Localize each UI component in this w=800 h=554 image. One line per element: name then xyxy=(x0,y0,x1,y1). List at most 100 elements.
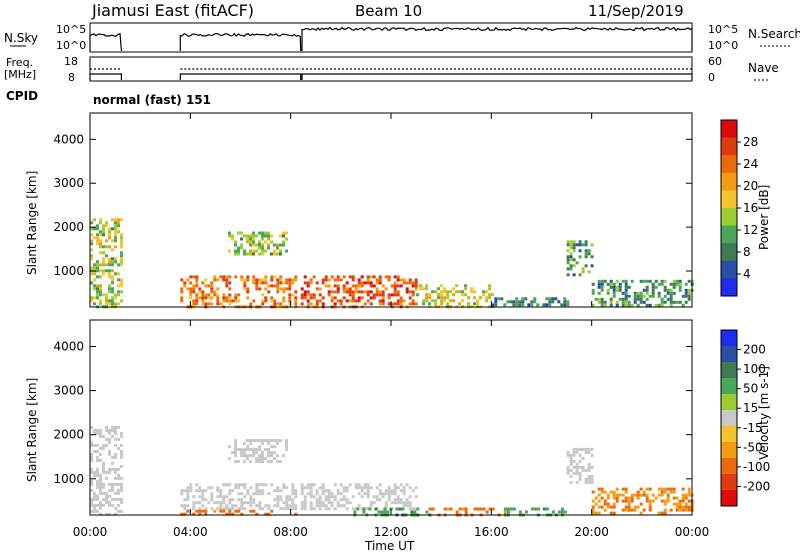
echo-cell xyxy=(354,287,358,291)
echo-cell xyxy=(93,284,96,288)
echo-cell xyxy=(476,302,480,306)
echo-cell xyxy=(395,507,399,511)
echo-cell xyxy=(267,439,270,443)
echo-cell xyxy=(351,290,355,294)
echo-cell xyxy=(234,460,237,464)
echo-cell xyxy=(639,294,643,298)
echo-cell xyxy=(378,281,382,285)
echo-cell xyxy=(114,506,117,510)
echo-cell xyxy=(108,284,111,288)
echo-cell xyxy=(488,507,492,511)
echo-cell xyxy=(578,240,582,244)
echo-cell xyxy=(606,493,610,497)
echo-cell xyxy=(309,504,313,508)
echo-cell xyxy=(402,486,406,490)
echo-cell xyxy=(621,499,625,503)
echo-cell xyxy=(627,496,631,500)
echo-cell xyxy=(186,287,190,291)
echo-cell xyxy=(566,255,570,259)
echo-cell xyxy=(120,281,123,285)
echo-cell xyxy=(99,242,102,246)
echo-cell xyxy=(270,454,273,458)
echo-cell xyxy=(111,275,114,279)
echo-cell xyxy=(405,281,409,285)
echo-cell xyxy=(276,252,279,256)
echo-cell xyxy=(261,252,264,256)
echo-cell xyxy=(306,486,310,490)
echo-cell xyxy=(120,464,123,468)
echo-cell xyxy=(261,237,264,241)
echo-cell xyxy=(93,266,96,270)
echo-cell xyxy=(330,492,334,496)
echo-cell xyxy=(306,299,310,303)
echo-cell xyxy=(309,278,313,282)
echo-cell xyxy=(273,249,276,253)
echo-cell xyxy=(342,284,346,288)
echo-cell xyxy=(419,287,423,291)
echo-cell xyxy=(249,240,252,244)
colorbar-segment xyxy=(721,490,737,507)
echo-cell xyxy=(627,505,631,509)
echo-cell xyxy=(345,498,349,502)
echo-cell xyxy=(117,467,120,471)
echo-cell xyxy=(590,474,594,478)
echo-cell xyxy=(306,290,310,294)
echo-cell xyxy=(90,443,93,447)
y-tick-label: 1000 xyxy=(53,264,84,278)
echo-cell xyxy=(630,496,634,500)
echo-cell xyxy=(228,489,232,493)
echo-cell xyxy=(321,504,325,508)
echo-cell xyxy=(255,512,259,516)
echo-cell xyxy=(657,294,661,298)
echo-cell xyxy=(560,510,564,514)
echo-cell xyxy=(99,482,102,486)
echo-cell xyxy=(393,290,397,294)
echo-cell xyxy=(234,296,238,300)
echo-cell xyxy=(285,281,289,285)
echo-cell xyxy=(102,467,105,471)
echo-cell xyxy=(267,454,270,458)
echo-cell xyxy=(587,447,591,451)
echo-cell xyxy=(458,290,462,294)
echo-cell xyxy=(309,293,313,297)
echo-cell xyxy=(321,486,325,490)
echo-cell xyxy=(572,447,576,451)
cpid-label: CPID xyxy=(6,89,38,103)
echo-cell xyxy=(312,495,316,499)
echo-cell xyxy=(219,492,223,496)
echo-cell xyxy=(276,489,280,493)
echo-cell xyxy=(378,483,382,487)
echo-cell xyxy=(282,234,285,238)
echo-cell xyxy=(630,303,634,307)
echo-cell xyxy=(428,296,432,300)
echo-cell xyxy=(201,281,205,285)
echo-cell xyxy=(360,281,364,285)
echo-cell xyxy=(651,499,655,503)
echo-cell xyxy=(102,464,105,468)
echo-cell xyxy=(672,490,676,494)
echo-cell xyxy=(645,487,649,491)
echo-cell xyxy=(636,291,640,295)
echo-cell xyxy=(485,290,489,294)
echo-cell xyxy=(467,296,471,300)
echo-cell xyxy=(530,300,534,304)
echo-cell xyxy=(491,303,495,307)
echo-cell xyxy=(327,284,331,288)
echo-cell xyxy=(267,246,270,250)
echo-cell xyxy=(621,279,625,283)
echo-cell xyxy=(249,243,252,247)
echo-cell xyxy=(621,297,625,301)
echo-cell xyxy=(681,294,685,298)
echo-cell xyxy=(678,288,682,292)
echo-cell xyxy=(270,509,274,513)
echo-cell xyxy=(461,507,465,511)
echo-cell xyxy=(108,290,111,294)
echo-cell xyxy=(642,300,646,304)
echo-cell xyxy=(228,275,232,279)
echo-cell xyxy=(234,454,237,458)
echo-cell xyxy=(222,299,226,303)
echo-cell xyxy=(99,458,102,462)
colorbar-segment xyxy=(721,346,737,363)
echo-cell xyxy=(440,299,444,303)
echo-cell xyxy=(240,448,243,452)
